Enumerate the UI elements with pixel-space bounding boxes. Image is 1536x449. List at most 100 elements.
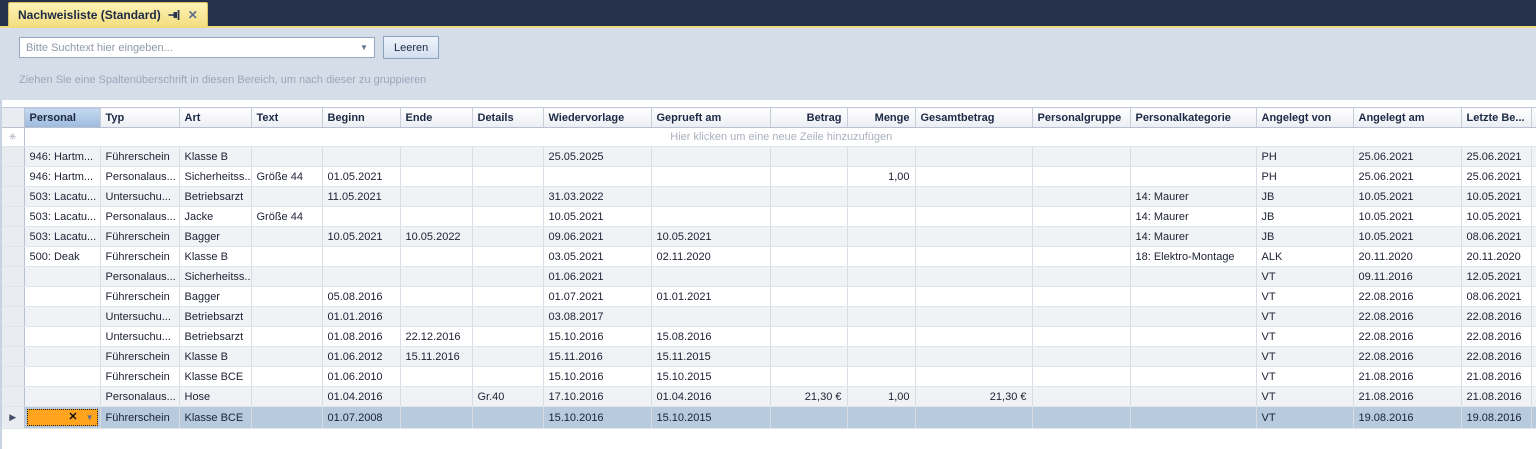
cell-text[interactable]	[251, 306, 323, 327]
cell-angelegt-von[interactable]: VT	[1256, 346, 1354, 367]
cell-betrag[interactable]	[770, 206, 848, 227]
table-row[interactable]: 503: Lacatu... Untersuchu... Betriebsarzt 1…	[2, 186, 1536, 207]
cell-typ[interactable]: Führerschein	[100, 146, 180, 167]
cell-personalkategorie[interactable]	[1130, 166, 1257, 187]
cell-personalkategorie[interactable]: 14: Maurer	[1130, 186, 1257, 207]
cell-art[interactable]: Klasse B	[179, 146, 252, 167]
cell-betrag[interactable]	[770, 326, 848, 347]
cell-beginn[interactable]: 10.05.2021	[322, 226, 401, 247]
cell-text[interactable]	[251, 146, 323, 167]
cell-angelegt-am[interactable]: 19.08.2016	[1353, 406, 1462, 429]
table-row[interactable]: 946: Hartm... Personalaus... Sicherheitss.…	[2, 166, 1536, 187]
cell-typ[interactable]: Führerschein	[100, 226, 180, 247]
cell-typ[interactable]: Führerschein	[100, 406, 180, 429]
table-row[interactable]: Untersuchu... Betriebsarzt 01.08.2016 22.12…	[2, 326, 1536, 347]
cell-details[interactable]	[472, 286, 544, 307]
cell-gesamtbetrag[interactable]	[915, 206, 1033, 227]
cell-geprueft-am[interactable]: 15.10.2015	[651, 406, 771, 429]
cell-personalgruppe[interactable]	[1032, 226, 1131, 247]
column-header-beginn[interactable]: Beginn	[322, 107, 401, 128]
cell-gesamtbetrag[interactable]: 21,30 €	[915, 386, 1033, 407]
table-row[interactable]: Führerschein Klasse BCE 01.06.2010 15.10.20…	[2, 366, 1536, 387]
column-header-angelegt-am[interactable]: Angelegt am	[1353, 107, 1462, 128]
cell-wiedervorlage[interactable]: 15.11.2016	[543, 346, 652, 367]
cell-personalkategorie[interactable]: 18: Elektro-Montage	[1130, 246, 1257, 267]
cell-personal[interactable]	[24, 266, 101, 287]
cell-text[interactable]	[251, 286, 323, 307]
cell-betrag[interactable]	[770, 226, 848, 247]
cell-ende[interactable]	[400, 366, 473, 387]
cell-betrag[interactable]	[770, 246, 848, 267]
cell-personal[interactable]	[24, 366, 101, 387]
cell-personalkategorie[interactable]	[1130, 326, 1257, 347]
cell-geprueft-am[interactable]: 10.05.2021	[651, 226, 771, 247]
cell-angelegt-am[interactable]: 10.05.2021	[1353, 206, 1462, 227]
cell-wiedervorlage[interactable]: 17.10.2016	[543, 386, 652, 407]
cell-ende[interactable]	[400, 286, 473, 307]
table-row[interactable]: Untersuchu... Betriebsarzt 01.01.2016 03.08…	[2, 306, 1536, 327]
cell-details[interactable]: Gr.40	[472, 386, 544, 407]
column-header-typ[interactable]: Typ	[100, 107, 180, 128]
cell-personalkategorie[interactable]	[1130, 366, 1257, 387]
search-input[interactable]	[20, 38, 354, 57]
cell-letzte-bearbeitung[interactable]: 10.05.2021	[1461, 186, 1532, 207]
cell-typ[interactable]: Personalaus...	[100, 266, 180, 287]
cell-geprueft-am[interactable]	[651, 186, 771, 207]
cell-geprueft-am[interactable]	[651, 146, 771, 167]
cell-betrag[interactable]	[770, 166, 848, 187]
cell-angelegt-von[interactable]: VT	[1256, 326, 1354, 347]
cell-details[interactable]	[472, 186, 544, 207]
cell-betrag[interactable]	[770, 286, 848, 307]
cell-beginn[interactable]: 01.07.2008	[322, 406, 401, 429]
cell-personal[interactable]: 946: Hartm...	[24, 166, 101, 187]
cell-beginn[interactable]	[322, 246, 401, 267]
cell-text[interactable]: Größe 44	[251, 166, 323, 187]
cell-letzte-bearbeitung[interactable]: 21.08.2016	[1461, 366, 1532, 387]
cell-letzte-bearbeitung[interactable]: 21.08.2016	[1461, 386, 1532, 407]
cell-personal[interactable]: 500: Deak	[24, 246, 101, 267]
cell-angelegt-am[interactable]: 20.11.2020	[1353, 246, 1462, 267]
cell-geprueft-am[interactable]: 15.08.2016	[651, 326, 771, 347]
cell-angelegt-am[interactable]: 21.08.2016	[1353, 386, 1462, 407]
cell-wiedervorlage[interactable]: 03.08.2017	[543, 306, 652, 327]
column-header-personal[interactable]: Personal	[24, 107, 101, 128]
cell-wiedervorlage[interactable]: 01.07.2021	[543, 286, 652, 307]
cell-personalgruppe[interactable]	[1032, 366, 1131, 387]
cell-typ[interactable]: Untersuchu...	[100, 306, 180, 327]
cell-beginn[interactable]: 01.06.2010	[322, 366, 401, 387]
cell-angelegt-am[interactable]: 21.08.2016	[1353, 366, 1462, 387]
cell-menge[interactable]	[847, 266, 916, 287]
column-header-art[interactable]: Art	[179, 107, 252, 128]
cell-gesamtbetrag[interactable]	[915, 326, 1033, 347]
cell-personalgruppe[interactable]	[1032, 206, 1131, 227]
cell-beginn[interactable]	[322, 146, 401, 167]
cell-art[interactable]: Sicherheitss...	[179, 166, 252, 187]
cell-beginn[interactable]: 11.05.2021	[322, 186, 401, 207]
column-header-details[interactable]: Details	[472, 107, 544, 128]
column-header-angelegt-von[interactable]: Angelegt von	[1256, 107, 1354, 128]
cell-art[interactable]: Betriebsarzt	[179, 186, 252, 207]
cell-angelegt-von[interactable]: VT	[1256, 306, 1354, 327]
cell-personal[interactable]	[24, 306, 101, 327]
cell-menge[interactable]	[847, 226, 916, 247]
cell-angelegt-am[interactable]: 10.05.2021	[1353, 226, 1462, 247]
cell-gesamtbetrag[interactable]	[915, 186, 1033, 207]
cell-personalkategorie[interactable]	[1130, 146, 1257, 167]
new-row-hint[interactable]: Hier klicken um eine neue Zeile hinzuzuf…	[24, 127, 1536, 147]
cell-personalkategorie[interactable]	[1130, 306, 1257, 327]
cell-betrag[interactable]	[770, 266, 848, 287]
cell-ende[interactable]	[400, 166, 473, 187]
column-header-text[interactable]: Text	[251, 107, 323, 128]
clear-search-button[interactable]: Leeren	[383, 36, 440, 59]
cell-letzte-bearbeitung[interactable]: 08.06.2021	[1461, 286, 1532, 307]
cell-beginn[interactable]: 05.08.2016	[322, 286, 401, 307]
cell-ende[interactable]	[400, 406, 473, 429]
cell-angelegt-am[interactable]: 10.05.2021	[1353, 186, 1462, 207]
cell-angelegt-am[interactable]: 25.06.2021	[1353, 146, 1462, 167]
cell-gesamtbetrag[interactable]	[915, 286, 1033, 307]
column-header-personalkategorie[interactable]: Personalkategorie	[1130, 107, 1257, 128]
cell-text[interactable]	[251, 266, 323, 287]
cell-betrag[interactable]: 21,30 €	[770, 386, 848, 407]
cell-text[interactable]: Größe 44	[251, 206, 323, 227]
table-row[interactable]: Personalaus... Sicherheitss... 01.06.2021 V…	[2, 266, 1536, 287]
